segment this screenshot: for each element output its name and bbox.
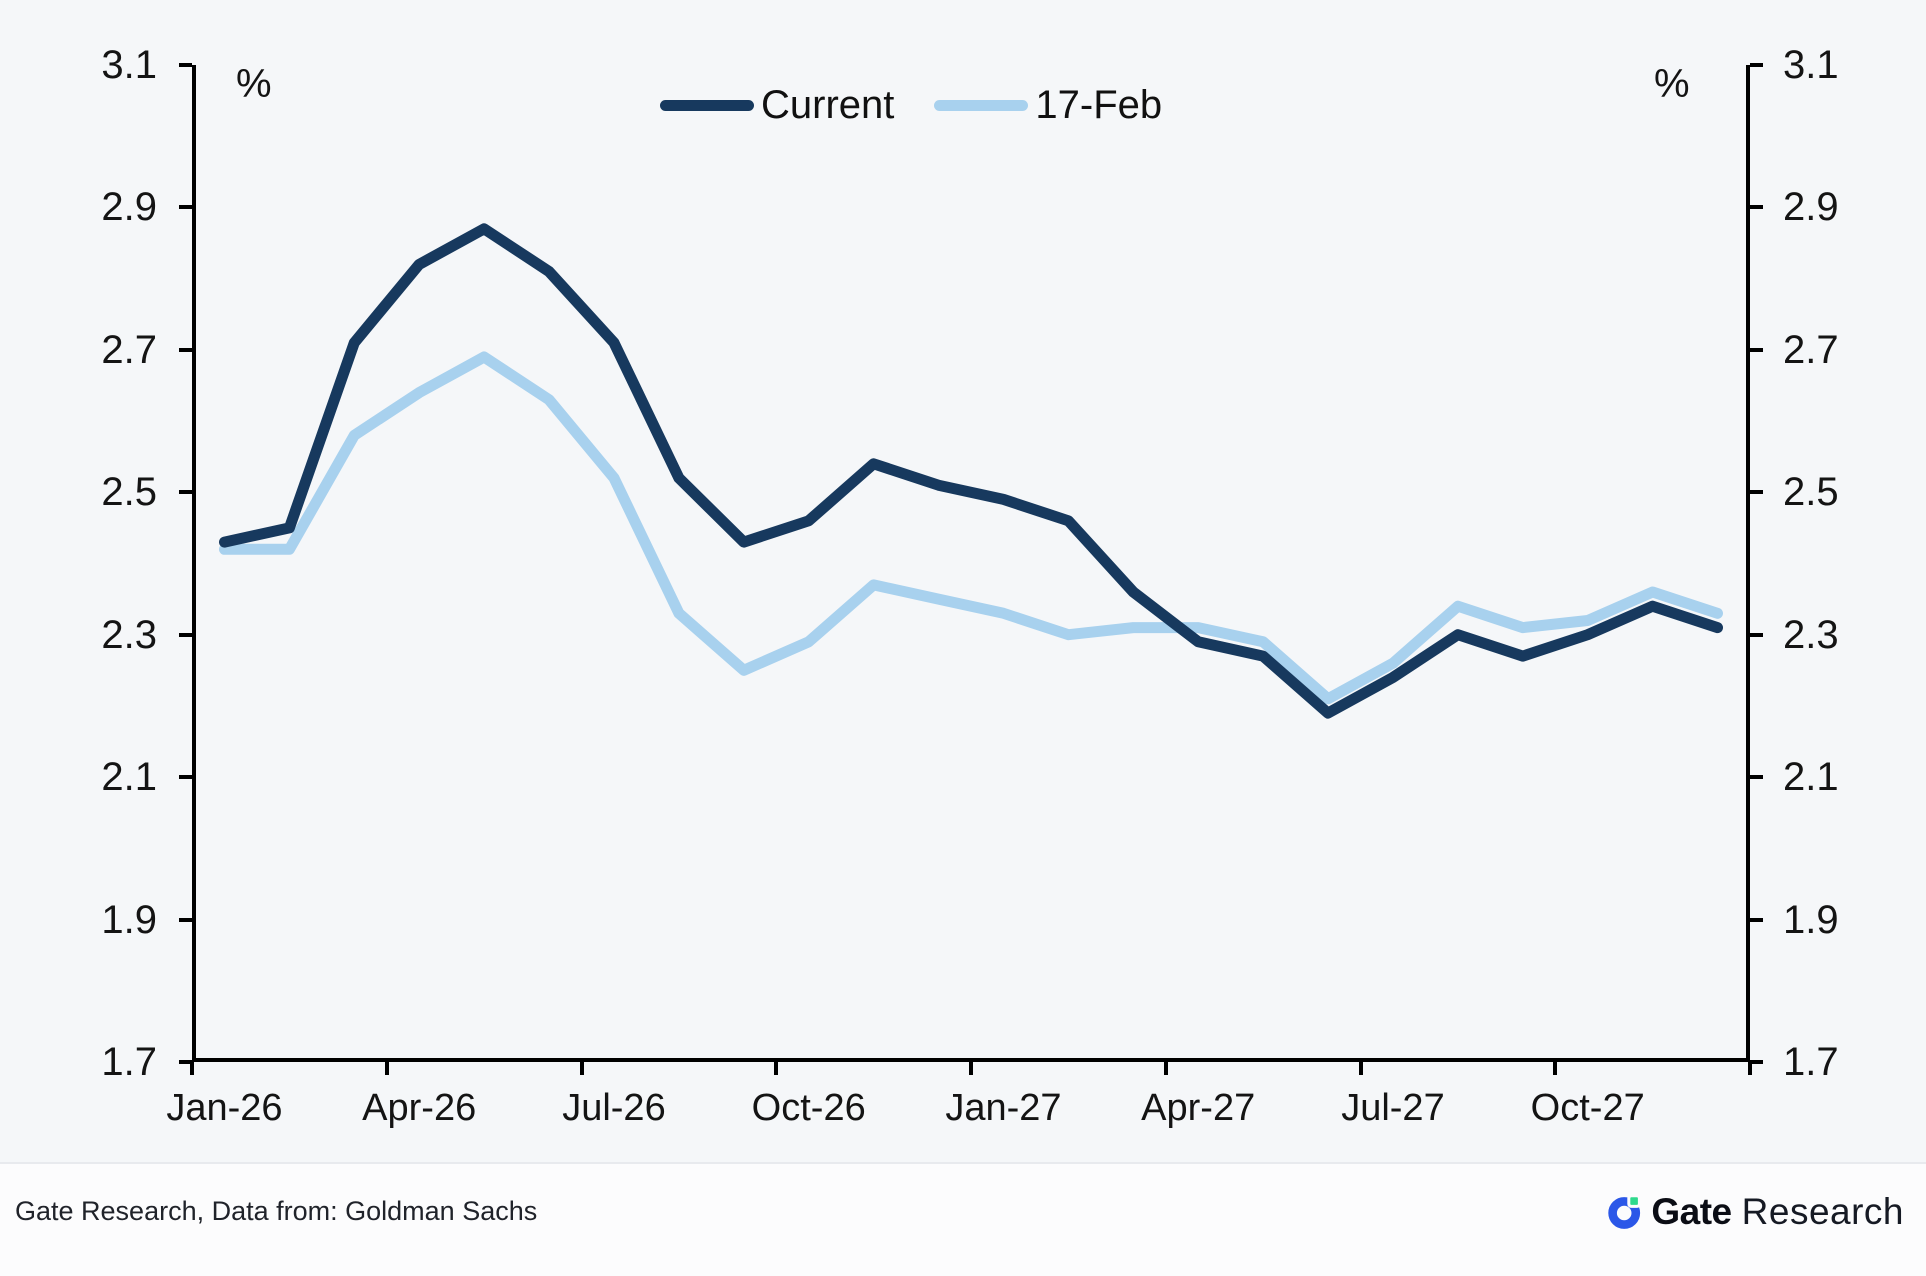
- left-y-tick-label: 2.9: [101, 185, 157, 230]
- footer-divider: [0, 1162, 1926, 1164]
- left-y-tick: [179, 775, 192, 780]
- legend-label-17-feb: 17-Feb: [1035, 83, 1163, 127]
- x-axis-tick: [1748, 1062, 1752, 1075]
- left-y-tick-label: 1.9: [101, 897, 157, 942]
- left-y-tick: [179, 1060, 192, 1064]
- source-text: Gate Research, Data from: Goldman Sachs: [15, 1196, 538, 1226]
- right-y-tick: [1750, 775, 1763, 780]
- right-y-tick: [1750, 205, 1763, 210]
- left-y-tick-label: 1.7: [101, 1040, 157, 1084]
- logo-research-text: Research: [1741, 1191, 1904, 1232]
- legend-item-current: Current: [660, 83, 894, 127]
- right-y-tick: [1750, 1060, 1763, 1064]
- left-axis-unit-label: %: [236, 62, 272, 106]
- chart-legend: Current 17-Feb: [660, 83, 1162, 127]
- left-y-tick: [179, 347, 192, 352]
- x-tick-label: Apr-27: [1141, 1087, 1256, 1129]
- right-y-tick-label: 2.5: [1783, 470, 1839, 515]
- left-y-tick: [179, 917, 192, 922]
- x-tick-label: Jan-27: [945, 1087, 1062, 1129]
- x-axis-tick: [1163, 1062, 1168, 1075]
- gate-logo-mark: [1608, 1194, 1642, 1229]
- left-y-tick-label: 2.1: [101, 755, 157, 800]
- left-y-tick: [179, 632, 192, 637]
- gate-research-logo: Gate Research: [1607, 1190, 1904, 1234]
- left-y-tick: [179, 490, 192, 495]
- legend-swatch-17-feb: [934, 99, 1029, 111]
- x-tick-label: Apr-26: [362, 1087, 477, 1129]
- series-svg: [219, 223, 1723, 719]
- x-axis-tick: [774, 1062, 779, 1075]
- footer: Gate Research, Data from: Goldman Sachs …: [0, 1164, 1926, 1276]
- legend-item-17-feb: 17-Feb: [934, 83, 1162, 127]
- right-y-tick: [1750, 490, 1763, 495]
- right-y-tick: [1750, 917, 1763, 922]
- series-line-17-feb: [219, 351, 1723, 705]
- right-y-tick-label: 2.1: [1783, 755, 1839, 800]
- right-y-tick-label: 3.1: [1783, 43, 1839, 87]
- right-y-tick: [1750, 632, 1763, 637]
- right-y-tick-label: 2.3: [1783, 612, 1839, 657]
- right-y-tick: [1750, 347, 1763, 352]
- logo-gate-text: Gate: [1651, 1191, 1732, 1232]
- series-line-current: [219, 223, 1723, 719]
- left-y-tick-label: 2.3: [101, 612, 157, 657]
- x-axis-tick: [1358, 1062, 1363, 1075]
- forecast-line-chart: Current 17-Feb % % 3.1 3.1 2.9 2.9 2.7 2.7 2.5…: [101, 43, 1839, 1129]
- right-y-tick-label: 2.7: [1783, 327, 1839, 372]
- left-y-tick: [179, 205, 192, 210]
- plot-area: [192, 65, 1750, 1062]
- x-tick-label: Jan-26: [166, 1087, 283, 1129]
- left-y-tick: [179, 63, 192, 67]
- legend-swatch-current: [660, 99, 754, 111]
- x-axis-tick: [384, 1062, 389, 1075]
- x-axis-tick: [190, 1062, 194, 1075]
- x-tick-label: Jul-27: [1341, 1087, 1445, 1129]
- left-y-tick-label: 2.5: [101, 470, 157, 515]
- x-tick-label: Jul-26: [562, 1087, 666, 1129]
- right-y-tick-label: 1.7: [1783, 1040, 1839, 1084]
- legend-label-current: Current: [761, 83, 895, 127]
- right-y-tick-label: 2.9: [1783, 185, 1839, 230]
- x-axis-tick: [969, 1062, 973, 1075]
- left-y-tick-label: 2.7: [101, 327, 157, 372]
- x-tick-label: Oct-26: [751, 1087, 866, 1129]
- x-axis-tick: [1553, 1062, 1558, 1075]
- x-tick-label: Oct-27: [1530, 1087, 1645, 1129]
- x-axis-tick: [579, 1062, 584, 1075]
- right-y-tick-label: 1.9: [1783, 897, 1839, 942]
- right-axis-unit-label: %: [1654, 62, 1690, 106]
- left-y-tick-label: 3.1: [101, 43, 157, 87]
- right-y-tick: [1750, 63, 1763, 67]
